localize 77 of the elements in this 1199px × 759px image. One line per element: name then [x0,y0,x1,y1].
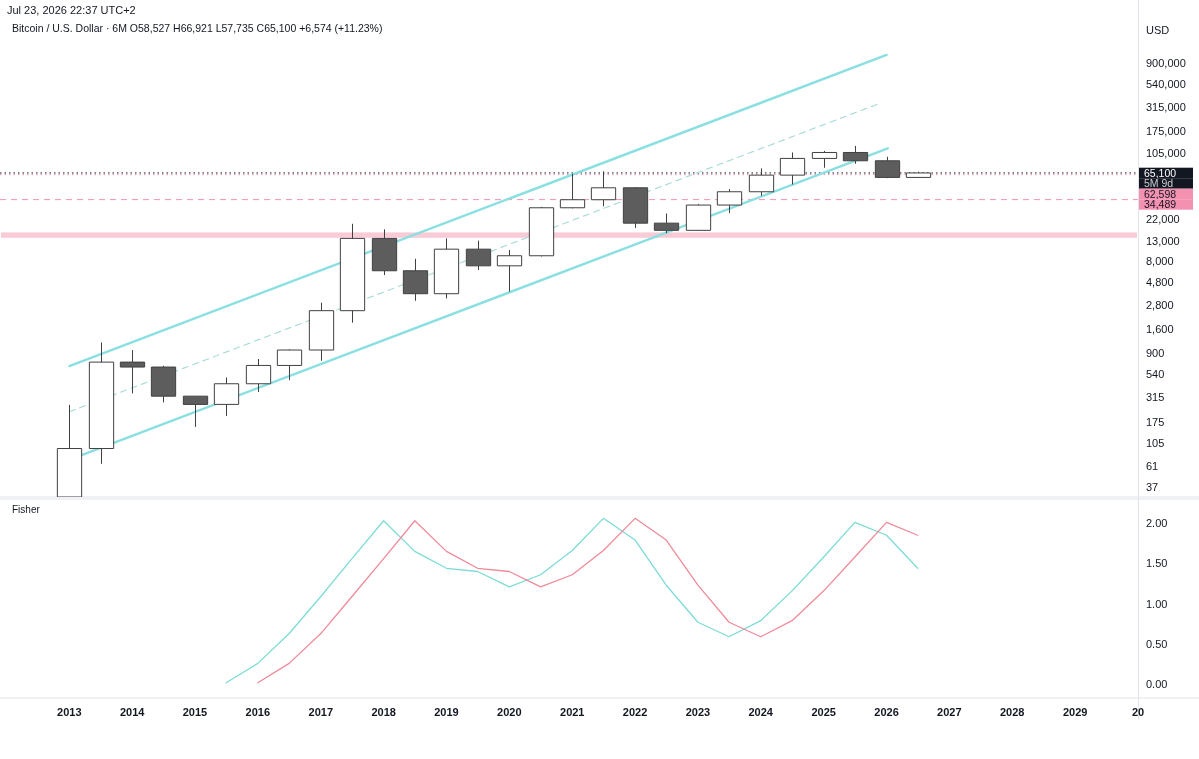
x-tick-label: 2029 [1062,706,1088,718]
y-tick-label: 540,000 [1146,78,1186,91]
x-tick-label: 2020 [497,706,522,718]
x-tick-label: 2016 [245,706,271,718]
candlestick [402,258,429,302]
candlestick [182,395,209,428]
candlestick [88,341,115,465]
x-tick-label: 2019 [434,706,459,718]
candlestick [685,203,712,232]
y-tick-label: 175,000 [1146,125,1186,138]
x-tick-label: 20 [1131,706,1145,718]
candlestick [245,358,272,393]
candlestick [590,170,617,207]
candlestick [371,228,398,276]
y-tick-label: 1.00 [1146,597,1168,610]
y-tick-label: 0.50 [1146,638,1168,651]
text: Bitcoin / U.S. Dollar · 6M O58,527 H66,921 L57,735 C65,100 +6,574 (+11.23%) [12,22,383,34]
ref-line-label: 34,489 [1144,198,1177,211]
candlestick [748,167,775,197]
y-tick-label: 105 [1146,436,1165,449]
x-tick-label: 2021 [560,706,585,718]
x-tick-label: 2015 [182,706,208,718]
candlestick [150,365,177,403]
x-tick-label: 2028 [999,706,1025,718]
y-tick-label: 2,800 [1146,299,1174,312]
candlestick [433,237,460,299]
y-tick-label: 1.50 [1146,557,1168,570]
candlestick [56,404,83,497]
x-tick-label: 2026 [874,706,899,718]
candlestick [339,223,366,324]
candlestick [465,240,492,271]
x-tick-label: 2024 [748,706,774,718]
x-tick-label: 2022 [622,706,648,718]
candlestick [716,188,743,214]
candlestick [874,156,901,179]
candlestick [842,145,869,165]
x-tick-label: 2014 [119,706,146,718]
candlestick [622,186,649,229]
x-tick-label: 2025 [811,706,836,718]
text: Fisher [12,504,41,515]
candlestick [496,249,523,293]
y-tick-label: 315 [1146,390,1165,403]
x-tick-label: 2013 [57,706,82,718]
y-tick-label: 0.00 [1146,678,1168,691]
candlestick [308,302,335,362]
candlestick [276,348,303,381]
y-tick-label: 540 [1146,368,1165,381]
y-tick-label: 900,000 [1146,56,1186,69]
x-tick-label: 2027 [937,706,962,718]
y-tick-label: 175 [1146,415,1165,428]
candlestick [779,151,806,185]
candlestick [528,206,555,258]
x-tick-label: 2023 [685,706,711,718]
chart-title: Jul 23, 2026 22:37 UTC+2 [7,4,136,16]
text: 5M 9d [1144,177,1174,190]
y-tick-label: 8,000 [1146,254,1174,267]
candlestick [811,150,838,169]
y-axis-title: USD [1146,24,1170,36]
y-tick-label: 22,000 [1146,212,1180,225]
y-tick-label: 4,800 [1146,276,1174,289]
candlestick [653,212,680,234]
y-tick-label: 900 [1146,346,1165,359]
y-tick-label: 315,000 [1146,100,1186,113]
x-tick-label: 2017 [308,706,334,718]
candlestick [905,171,932,179]
x-tick-label: 2018 [371,706,396,718]
candlestick [119,349,146,394]
candlestick [559,173,586,209]
y-tick-label: 61 [1146,459,1159,472]
y-tick-label: 37 [1146,480,1159,493]
candlestick [213,376,240,417]
y-tick-label: 13,000 [1146,234,1180,247]
ref-line-label: 62,598 [1144,187,1177,200]
y-tick-label: 105,000 [1146,146,1186,159]
y-tick-label: 1,600 [1146,322,1174,335]
ref-line-label: 65,100 [1144,166,1177,179]
y-tick-label: 2.00 [1146,517,1168,530]
